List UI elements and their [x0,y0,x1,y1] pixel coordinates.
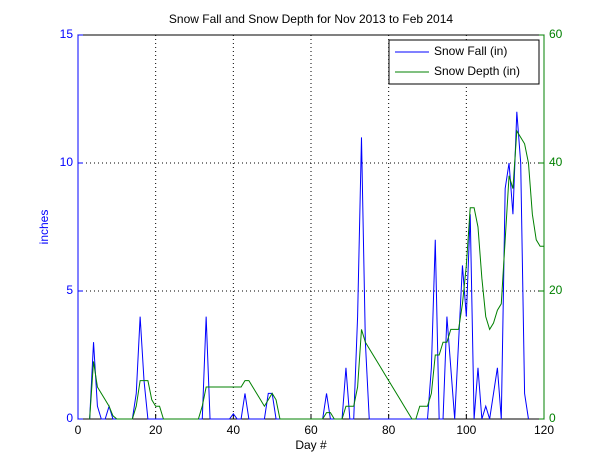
x-tick-label: 20 [149,423,163,437]
x-tick-label: 60 [304,423,318,437]
x-tick-label: 80 [382,423,396,437]
data-line [89,129,544,420]
y-tick-label: 0 [66,411,73,425]
legend-label: Snow Fall (in) [434,44,507,58]
y-tick-label: 15 [60,27,74,41]
x-tick-label: 40 [227,423,241,437]
y-tick-label: 10 [60,155,74,169]
x-tick-label: 120 [534,423,554,437]
x-tick-label: 0 [75,423,82,437]
y-tick-label: 5 [66,283,73,297]
chart-title: Snow Fall and Snow Depth for Nov 2013 to… [169,12,454,26]
y2-tick-label: 20 [549,283,563,297]
legend-label: Snow Depth (in) [434,64,520,78]
x-tick-label: 100 [456,423,476,437]
y2-tick-label: 0 [549,411,556,425]
y2-tick-label: 60 [549,27,563,41]
legend-box [388,39,540,85]
x-axis-label: Day # [295,438,327,452]
y-axis-label: inches [37,210,51,245]
y2-tick-label: 40 [549,155,563,169]
